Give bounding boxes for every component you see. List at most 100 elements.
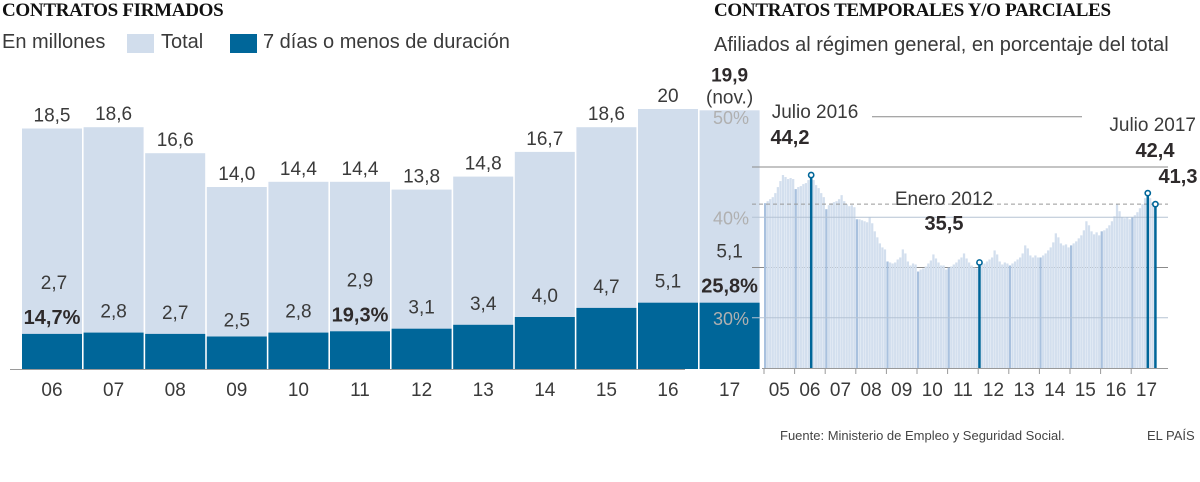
- bar-2012-6: [990, 257, 994, 368]
- source-note: Fuente: Ministerio de Empleo y Seguridad…: [780, 428, 1065, 443]
- label-total-16: 20: [657, 86, 678, 107]
- bar-2012-7: [993, 250, 996, 368]
- bar-2009-11: [911, 263, 915, 368]
- bar-2005-6: [776, 187, 779, 368]
- bar-2014-1: [1039, 257, 1042, 368]
- bar-2012-2: [980, 263, 983, 368]
- bar-2008-7: [871, 223, 874, 368]
- bar-short-12: [391, 328, 452, 369]
- bar-2007-5: [835, 201, 838, 368]
- bar-short-08: [145, 333, 206, 369]
- bar-2012-8: [996, 254, 999, 368]
- bar-2013-9: [1029, 255, 1032, 368]
- bar-2007-4: [832, 202, 836, 368]
- y-tick-30: 30%: [713, 309, 749, 329]
- annotation-value-3: 41,3: [1159, 166, 1198, 188]
- x-tick-06: 06: [799, 380, 820, 401]
- bar-2012-12: [1006, 263, 1009, 368]
- bar-2006-1: [794, 189, 797, 368]
- x-tick-06: 06: [41, 380, 62, 401]
- bar-2012-10: [1001, 264, 1004, 368]
- bar-2013-12: [1036, 257, 1040, 368]
- bar-2006-9: [815, 185, 818, 368]
- bar-2012-5: [988, 259, 991, 368]
- x-tick-16: 16: [1105, 380, 1126, 401]
- bar-2007-10: [848, 206, 851, 368]
- bar-2014-10: [1062, 245, 1065, 368]
- bar-2014-2: [1041, 255, 1045, 368]
- bar-2006-12: [822, 197, 825, 368]
- brand-label: EL PAÍS: [1147, 428, 1195, 443]
- bar-short-07: [83, 332, 144, 369]
- bar-2007-8: [843, 201, 846, 368]
- label-total-13: 14,8: [465, 154, 502, 175]
- bar-2013-11: [1034, 255, 1037, 368]
- bar-short-11: [330, 331, 390, 369]
- x-tick-11: 11: [953, 380, 973, 401]
- bar-2010-12: [945, 269, 948, 368]
- bar-2013-3: [1013, 261, 1017, 368]
- bar-2006-10: [817, 188, 820, 368]
- bar-short-10: [268, 332, 329, 369]
- legend-label-short: 7 días o menos de duración: [263, 31, 510, 53]
- pct-annotation-11: 19,3%: [332, 304, 389, 326]
- bar-2015-3: [1075, 241, 1078, 368]
- bar-2005-9: [784, 177, 787, 368]
- bar-2007-12: [853, 207, 856, 368]
- bar-2016-3: [1105, 228, 1108, 368]
- bar-2016-10: [1123, 218, 1126, 368]
- label-total-06: 18,5: [34, 106, 71, 127]
- bar-2010-2: [919, 269, 922, 368]
- label-total-14: 16,7: [526, 129, 563, 150]
- bar-2013-5: [1019, 257, 1022, 368]
- label-total-11: 14,4: [342, 159, 379, 180]
- x-tick-14: 14: [534, 380, 556, 401]
- bar-2009-1: [886, 261, 889, 368]
- x-tick-09: 09: [891, 380, 912, 401]
- bar-2015-5: [1080, 235, 1083, 368]
- annotation-value-0: 44,2: [771, 127, 810, 149]
- bar-2016-8: [1118, 211, 1121, 368]
- bar-2005-3: [769, 199, 772, 368]
- bar-2007-7: [840, 195, 843, 368]
- bar-2009-5: [896, 259, 899, 368]
- right-chart-subtitle: Afiliados al régimen general, en porcent…: [714, 34, 1169, 56]
- bar-2010-9: [937, 262, 940, 368]
- x-tick-13: 13: [1014, 380, 1035, 401]
- bar-short-13: [453, 324, 514, 369]
- bar-2010-10: [939, 265, 943, 368]
- bar-2017-2: [1133, 215, 1136, 368]
- highlight-dot-3: [1152, 200, 1159, 208]
- x-tick-05: 05: [769, 380, 790, 401]
- bar-2008-8: [873, 231, 876, 368]
- bar-2005-8: [781, 175, 785, 368]
- bar-2008-10: [878, 243, 881, 368]
- bar-2010-3: [922, 268, 925, 368]
- bar-2012-4: [985, 261, 989, 368]
- bar-2011-12: [975, 268, 978, 368]
- x-tick-12: 12: [411, 380, 432, 401]
- bar-2016-2: [1103, 230, 1106, 368]
- bar-2014-12: [1067, 247, 1070, 368]
- bar-2015-11: [1095, 232, 1098, 368]
- bar-2007-9: [845, 204, 848, 368]
- bar-2013-1: [1008, 265, 1012, 368]
- bar-2016-11: [1126, 217, 1129, 368]
- bar-2017-6: [1143, 198, 1147, 368]
- label-total-10: 14,4: [280, 159, 317, 180]
- bar-2007-1: [825, 209, 828, 368]
- bar-2011-7: [962, 253, 966, 368]
- label-short-06: 2,7: [41, 273, 67, 294]
- annotation-value-2: 42,4: [1136, 140, 1176, 162]
- bar-2006-6: [807, 180, 810, 368]
- highlight-dot-2: [1144, 189, 1152, 197]
- x-tick-07: 07: [103, 380, 124, 401]
- label-short-16: 5,1: [655, 272, 681, 293]
- bar-total-08: [145, 153, 206, 369]
- label-short-13: 3,4: [470, 294, 497, 315]
- x-tick-12: 12: [983, 380, 1004, 401]
- x-tick-15: 15: [1075, 380, 1096, 401]
- bar-2010-6: [929, 260, 932, 368]
- x-tick-14: 14: [1044, 380, 1066, 401]
- bar-2015-10: [1092, 234, 1096, 368]
